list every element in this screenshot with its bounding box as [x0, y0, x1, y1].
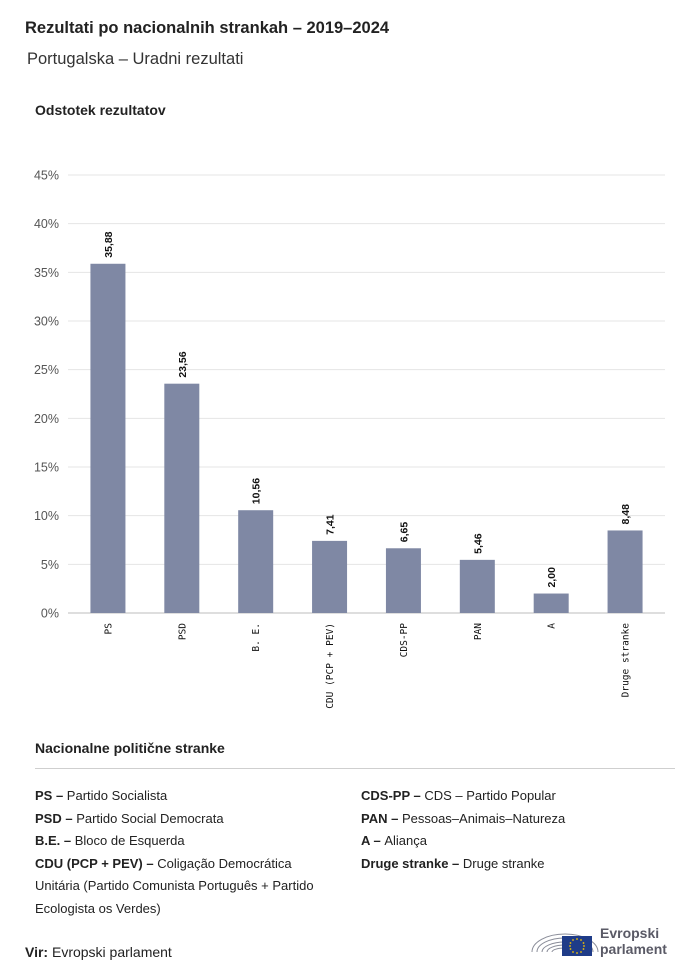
- x-tick-label: B. E.: [251, 623, 262, 652]
- legend-title: Nacionalne politične stranke: [35, 740, 225, 756]
- bar-chart: 0% 5% 10% 15% 20% 25% 30% 35% 40% 45% 35,88 PS 23,56…: [34, 169, 665, 709]
- x-tick-label: PSD: [177, 623, 188, 640]
- y-tick-label: 35%: [34, 266, 59, 280]
- source-text: Evropski parlament: [51, 944, 172, 960]
- bar: [238, 510, 274, 613]
- y-tick-label: 25%: [34, 363, 59, 377]
- legend-full: Aliança: [384, 833, 427, 848]
- y-tick-label: 20%: [34, 412, 59, 426]
- legend-full: CDS – Partido Popular: [424, 788, 556, 803]
- legend-item-psd: PSD – Partido Social Democrata: [35, 808, 340, 831]
- legend-abbr: B.E. –: [35, 833, 75, 848]
- bar: [607, 530, 643, 613]
- data-label: 35,88: [103, 231, 115, 257]
- bar: [164, 383, 200, 613]
- bar: [385, 548, 421, 613]
- x-tick-label: A: [547, 623, 558, 629]
- data-label: 10,56: [251, 478, 263, 504]
- legend-column-right: CDS-PP – CDS – Partido Popular PAN – Pes…: [361, 785, 681, 875]
- bar: [312, 540, 348, 613]
- bar: [459, 559, 495, 613]
- european-parliament-logo-icon: [531, 933, 599, 956]
- source-note: Vir: Evropski parlament: [25, 944, 172, 960]
- legend-item-cdspp: CDS-PP – CDS – Partido Popular: [361, 785, 681, 808]
- y-tick-label: 45%: [34, 169, 59, 183]
- legend-abbr: A –: [361, 833, 385, 848]
- data-label: 5,46: [472, 533, 484, 554]
- data-label: 6,65: [398, 522, 410, 543]
- legend-item-druge: Druge stranke – Druge stranke: [361, 853, 681, 876]
- legend-full: Partido Social Democrata: [76, 810, 224, 826]
- logo-text: Evropski parlament: [600, 925, 667, 957]
- y-tick-label: 40%: [34, 217, 59, 231]
- data-label: 7,41: [325, 514, 337, 535]
- data-label: 2,00: [546, 567, 558, 588]
- x-tick-label: CDU (PCP + PEV): [325, 623, 336, 709]
- legend-item-a: A – Aliança: [361, 830, 681, 853]
- legend-abbr: PS –: [35, 788, 67, 803]
- y-tick-label: 10%: [34, 509, 59, 523]
- y-tick-label: 30%: [34, 315, 59, 329]
- logo-line-1: Evropski: [600, 925, 660, 941]
- legend-full: Bloco de Esquerda: [74, 833, 185, 848]
- source-label: Vir:: [25, 944, 49, 960]
- chart-subtitle: Portugalska – Uradni rezultati: [27, 50, 244, 68]
- legend-abbr: PSD –: [35, 810, 77, 826]
- legend-item-be: B.E. – Bloco de Esquerda: [35, 830, 340, 853]
- y-tick-label: 5%: [41, 558, 59, 572]
- data-label: 8,48: [620, 504, 632, 525]
- bar: [533, 593, 569, 613]
- legend-full: Partido Socialista: [66, 788, 168, 803]
- legend-abbr: CDS-PP –: [361, 788, 425, 803]
- legend-full: Coligação Democrática Unitária (Partido …: [35, 855, 314, 916]
- y-axis-title: Odstotek rezultatov: [35, 102, 166, 118]
- y-tick-label: 0%: [41, 607, 59, 621]
- legend-item-pan: PAN – Pessoas–Animais–Natureza: [361, 808, 681, 831]
- logo-line-2: parlament: [600, 941, 667, 957]
- x-tick-label: CDS-PP: [399, 623, 410, 658]
- legend-item-cdu: CDU (PCP + PEV) – Coligação Democrática …: [35, 853, 340, 921]
- legend-item-ps: PS – Partido Socialista: [35, 785, 340, 808]
- legend-column-left: PS – Partido Socialista PSD – Partido So…: [35, 785, 340, 920]
- chart-title: Rezultati po nacionalnih strankah – 2019…: [25, 19, 390, 37]
- legend-full: Druge stranke: [462, 855, 545, 871]
- legend-full: Pessoas–Animais–Natureza: [401, 810, 566, 826]
- legend-divider: [35, 768, 675, 769]
- x-tick-label: PS: [103, 623, 114, 635]
- bar: [90, 263, 126, 613]
- legend-abbr: CDU (PCP + PEV) –: [35, 855, 158, 871]
- legend-abbr: PAN –: [361, 810, 402, 826]
- legend-abbr: Druge stranke –: [361, 855, 463, 871]
- y-tick-label: 15%: [34, 461, 59, 475]
- x-tick-label: Druge stranke: [621, 623, 632, 698]
- x-tick-label: PAN: [473, 623, 484, 640]
- data-label: 23,56: [177, 351, 189, 377]
